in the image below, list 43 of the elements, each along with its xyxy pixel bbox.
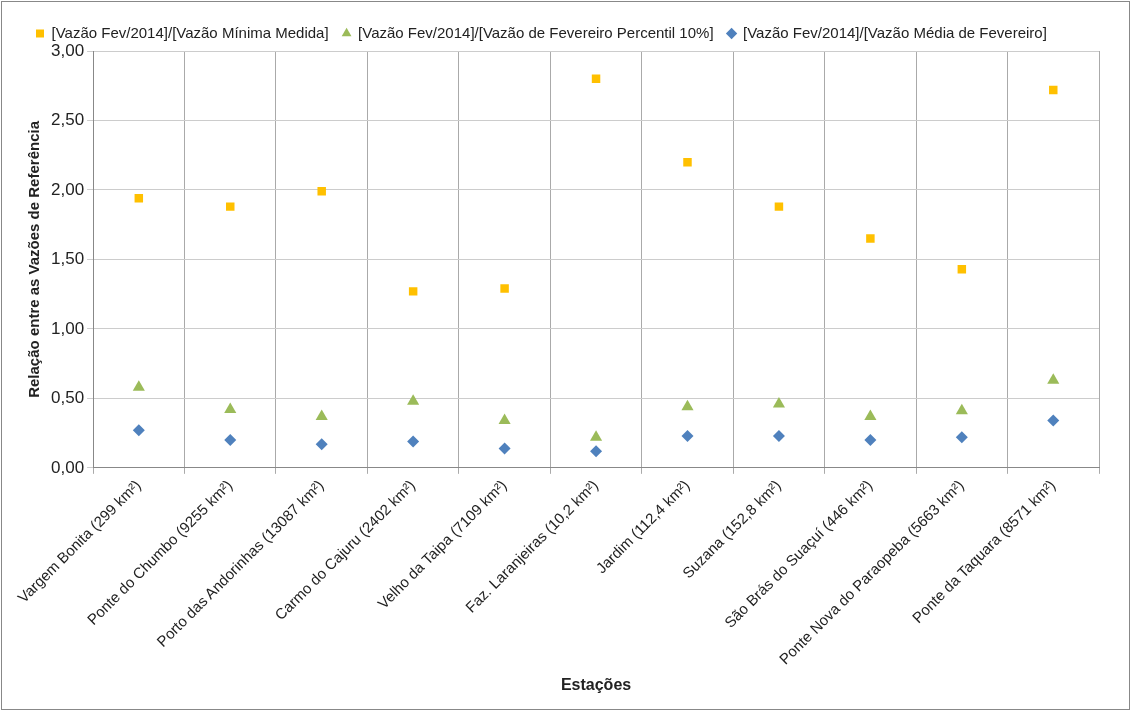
point — [590, 445, 603, 458]
point — [407, 435, 420, 448]
point — [132, 380, 145, 391]
point — [226, 202, 235, 211]
y-tick-label: 3,00 — [50, 40, 85, 60]
point — [224, 434, 237, 447]
point — [589, 430, 603, 441]
point — [315, 409, 328, 420]
point — [864, 409, 877, 420]
point — [774, 202, 784, 211]
y-tick-label: 0,00 — [50, 457, 85, 477]
point — [1047, 414, 1060, 427]
y-tick-label: 1,00 — [50, 318, 85, 338]
y-tick-label: 0,50 — [50, 388, 85, 408]
point — [772, 396, 785, 408]
point — [408, 287, 418, 296]
y-axis-title: Relação entre as Vazões de Referência — [25, 120, 43, 398]
point — [1049, 85, 1058, 95]
point — [134, 194, 144, 203]
point — [224, 402, 237, 413]
point — [315, 438, 328, 451]
y-tick-label: 1,50 — [50, 249, 85, 269]
point — [681, 399, 694, 411]
point — [683, 157, 692, 167]
y-tick-label: 2,50 — [50, 110, 85, 130]
point — [866, 234, 875, 243]
point — [1047, 373, 1060, 384]
point — [500, 284, 509, 293]
y-tick-label: 2,00 — [50, 179, 85, 199]
point — [681, 429, 694, 442]
point — [864, 434, 877, 447]
legend-label: [Vazão Fev/2014]/[Vazão Mínima Medida] — [51, 23, 329, 41]
point — [772, 429, 785, 442]
point — [498, 413, 511, 425]
point — [955, 403, 968, 415]
point — [407, 394, 420, 405]
point — [132, 424, 145, 437]
legend-label: [Vazão Fev/2014]/[Vazão de Fevereiro Percentil 10%] — [358, 23, 714, 41]
legend-label: [Vazão Fev/2014]/[Vazão Média de Fevereiro] — [743, 23, 1047, 41]
point — [498, 442, 511, 455]
point — [955, 431, 968, 444]
point — [317, 187, 326, 196]
x-axis-title: Estações — [560, 675, 632, 693]
